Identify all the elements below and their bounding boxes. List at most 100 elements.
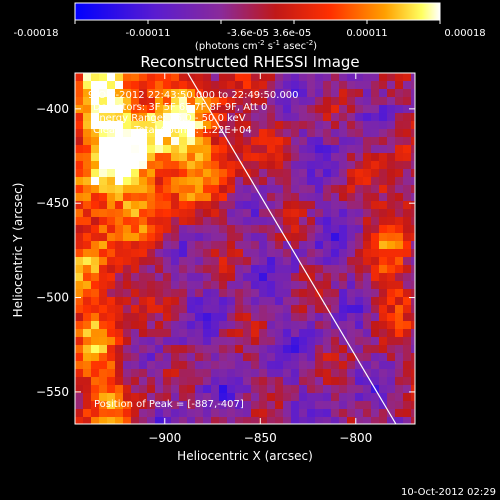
heatmap-cell [371,377,380,386]
heatmap-cell [291,313,300,322]
heatmap-cell [315,121,324,130]
heatmap-cell [387,265,396,274]
heatmap-cell [355,209,364,218]
x-tick-label: −800 [339,431,372,445]
heatmap-cell [163,313,172,322]
heatmap-cell [99,137,108,146]
heatmap-cell [267,369,276,378]
heatmap-cell [147,313,156,322]
heatmap-cell [299,233,308,242]
heatmap-cell [363,225,372,234]
heatmap-cell [99,209,108,218]
heatmap-cell [107,81,116,90]
heatmap-cell [155,233,164,242]
heatmap-cell [411,249,415,258]
heatmap-cell [387,73,396,82]
heatmap-cell [123,321,132,330]
heatmap-cell [283,233,292,242]
heatmap-cell [355,337,364,346]
heatmap-cell [283,169,292,178]
heatmap-cell [243,321,252,330]
heatmap-cell [307,169,316,178]
heatmap-cell [147,145,156,154]
heatmap-cell [155,305,164,314]
heatmap-cell [147,385,156,394]
heatmap-cell [139,401,148,410]
heatmap-cell [347,329,356,338]
heatmap-cell [323,353,332,362]
heatmap-cell [75,225,84,234]
heatmap-cell [147,153,156,162]
heatmap-cell [307,97,316,106]
heatmap-cell [403,209,412,218]
heatmap-cell [195,233,204,242]
heatmap-cell [307,265,316,274]
heatmap-cell [139,361,148,370]
heatmap-cell [299,225,308,234]
heatmap-cell [179,169,188,178]
heatmap-cell [171,153,180,162]
colorbar-tick-label: 3.6e-05 [273,28,311,39]
heatmap-cell [371,113,380,122]
heatmap-cell [235,225,244,234]
heatmap-cell [379,385,388,394]
heatmap-cell [83,377,92,386]
heatmap-cell [307,161,316,170]
heatmap-cell [283,297,292,306]
heatmap-cell [251,81,260,90]
heatmap-cell [211,417,220,424]
heatmap-cell [115,305,124,314]
heatmap-cell [211,321,220,330]
heatmap-cell [395,329,404,338]
heatmap-cell [347,241,356,250]
heatmap-cell [339,201,348,210]
heatmap-cell [387,329,396,338]
heatmap-cell [203,177,212,186]
heatmap-cell [315,313,324,322]
heatmap-cell [211,81,220,90]
heatmap-cell [371,225,380,234]
heatmap-cell [395,281,404,290]
heatmap-cell [275,145,284,154]
heatmap-cell [147,161,156,170]
heatmap-cell [195,361,204,370]
heatmap-cell [315,185,324,194]
heatmap-cell [275,209,284,218]
heatmap-cell [403,313,412,322]
heatmap-cell [123,217,132,226]
heatmap-cell [315,81,324,90]
heatmap-cell [171,201,180,210]
heatmap-cell [227,153,236,162]
heatmap-cell [227,73,236,82]
heatmap-cell [251,353,260,362]
heatmap-cell [83,417,92,424]
heatmap-cell [299,297,308,306]
heatmap-cell [115,153,124,162]
heatmap-cell [227,329,236,338]
heatmap-cell [259,241,268,250]
heatmap-cell [83,81,92,90]
heatmap-cell [355,193,364,202]
heatmap-cell [371,209,380,218]
heatmap-cell [83,185,92,194]
heatmap-cell [291,209,300,218]
heatmap-cell [171,161,180,170]
heatmap-cell [299,265,308,274]
heatmap-cell [243,177,252,186]
heatmap-cell [387,257,396,266]
heatmap-cell [363,105,372,114]
heatmap-cell [291,121,300,130]
heatmap-cell [331,89,340,98]
heatmap-cell [99,337,108,346]
heatmap-cell [155,129,164,138]
heatmap-cell [323,273,332,282]
heatmap-cell [283,249,292,258]
heatmap-cell [323,257,332,266]
heatmap-cell [163,241,172,250]
heatmap-cell [307,129,316,138]
heatmap-cell [275,409,284,418]
heatmap-cell [403,329,412,338]
heatmap-cell [203,313,212,322]
heatmap-cell [411,273,415,282]
heatmap-cell [115,185,124,194]
